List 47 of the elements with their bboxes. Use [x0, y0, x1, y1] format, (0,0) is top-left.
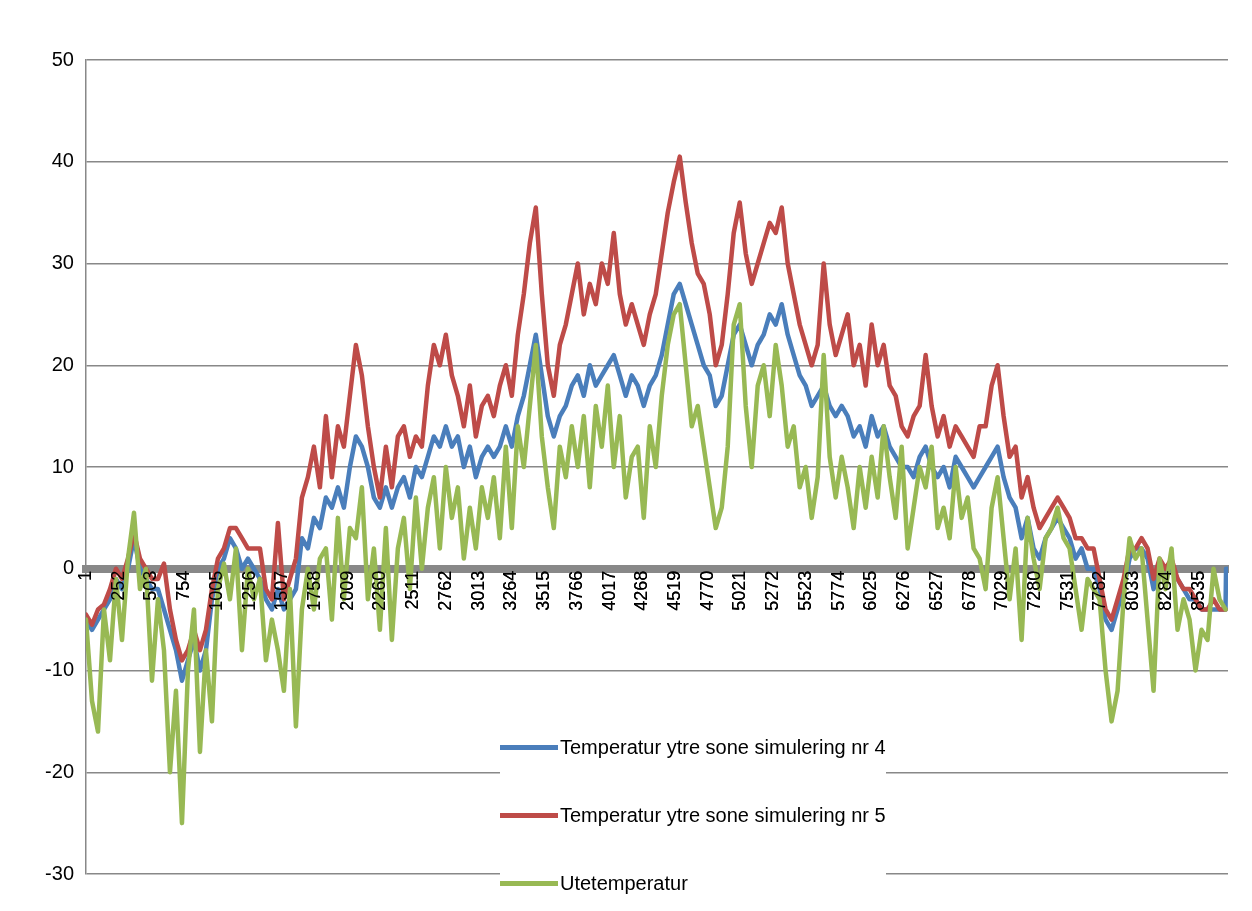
x-tick-label: 1: [74, 570, 95, 581]
x-tick-label: 3264: [500, 570, 521, 611]
x-tick-label: 2009: [336, 570, 357, 611]
y-tick-label: 10: [51, 454, 74, 477]
x-tick-label: 4268: [631, 570, 652, 611]
x-tick-label: 4519: [664, 570, 685, 611]
y-tick-label: -20: [45, 759, 74, 782]
x-tick-label: 1005: [205, 570, 226, 611]
x-tick-label: 252: [107, 570, 128, 601]
x-tick-label: 503: [140, 570, 161, 601]
x-tick-label: 2511: [402, 570, 423, 610]
y-tick-label: 20: [51, 352, 74, 375]
x-tick-label: 6527: [925, 570, 946, 611]
x-tick-label: 7280: [1024, 570, 1045, 611]
x-tick-label: 5272: [762, 570, 783, 611]
x-tick-label: 2762: [434, 570, 455, 611]
x-tick-label: 754: [173, 570, 194, 601]
x-tick-label: 6025: [860, 570, 881, 611]
x-tick-label: 8284: [1154, 570, 1175, 611]
legend-label: Temperatur ytre sone simulering nr 4: [560, 735, 886, 759]
y-tick-label: -10: [45, 658, 74, 681]
x-tick-label: 1507: [271, 570, 292, 611]
x-tick-label: 6778: [958, 570, 979, 611]
x-tick-label: 4770: [696, 570, 717, 611]
x-tick-label: 3515: [533, 570, 554, 611]
x-tick-label: 6276: [893, 570, 914, 611]
x-tick-label: 8535: [1187, 570, 1208, 611]
x-tick-label: 1256: [238, 570, 259, 611]
x-tick-label: 3766: [565, 570, 586, 611]
x-tick-label: 7531: [1056, 570, 1077, 611]
x-tick-label: 4017: [598, 570, 619, 611]
y-tick-label: -30: [45, 861, 74, 884]
y-tick-label: 40: [51, 149, 74, 172]
x-tick-label: 1758: [304, 570, 325, 611]
x-tick-label: 7782: [1089, 570, 1110, 611]
x-tick-label: 3013: [467, 570, 488, 611]
x-tick-label: 7029: [991, 570, 1012, 611]
x-tick-label: 8033: [1122, 570, 1143, 611]
legend-label: Temperatur ytre sone simulering nr 5: [560, 803, 886, 827]
x-tick-label: 2260: [369, 570, 390, 611]
x-tick-label: 5021: [729, 570, 750, 611]
y-tick-label: 0: [62, 556, 74, 579]
y-tick-label: 30: [51, 251, 74, 274]
legend-label: Utetemperatur: [560, 871, 688, 895]
x-tick-label: 5774: [827, 570, 848, 611]
x-tick-label: 5523: [794, 570, 815, 611]
y-tick-label: 50: [51, 47, 74, 70]
